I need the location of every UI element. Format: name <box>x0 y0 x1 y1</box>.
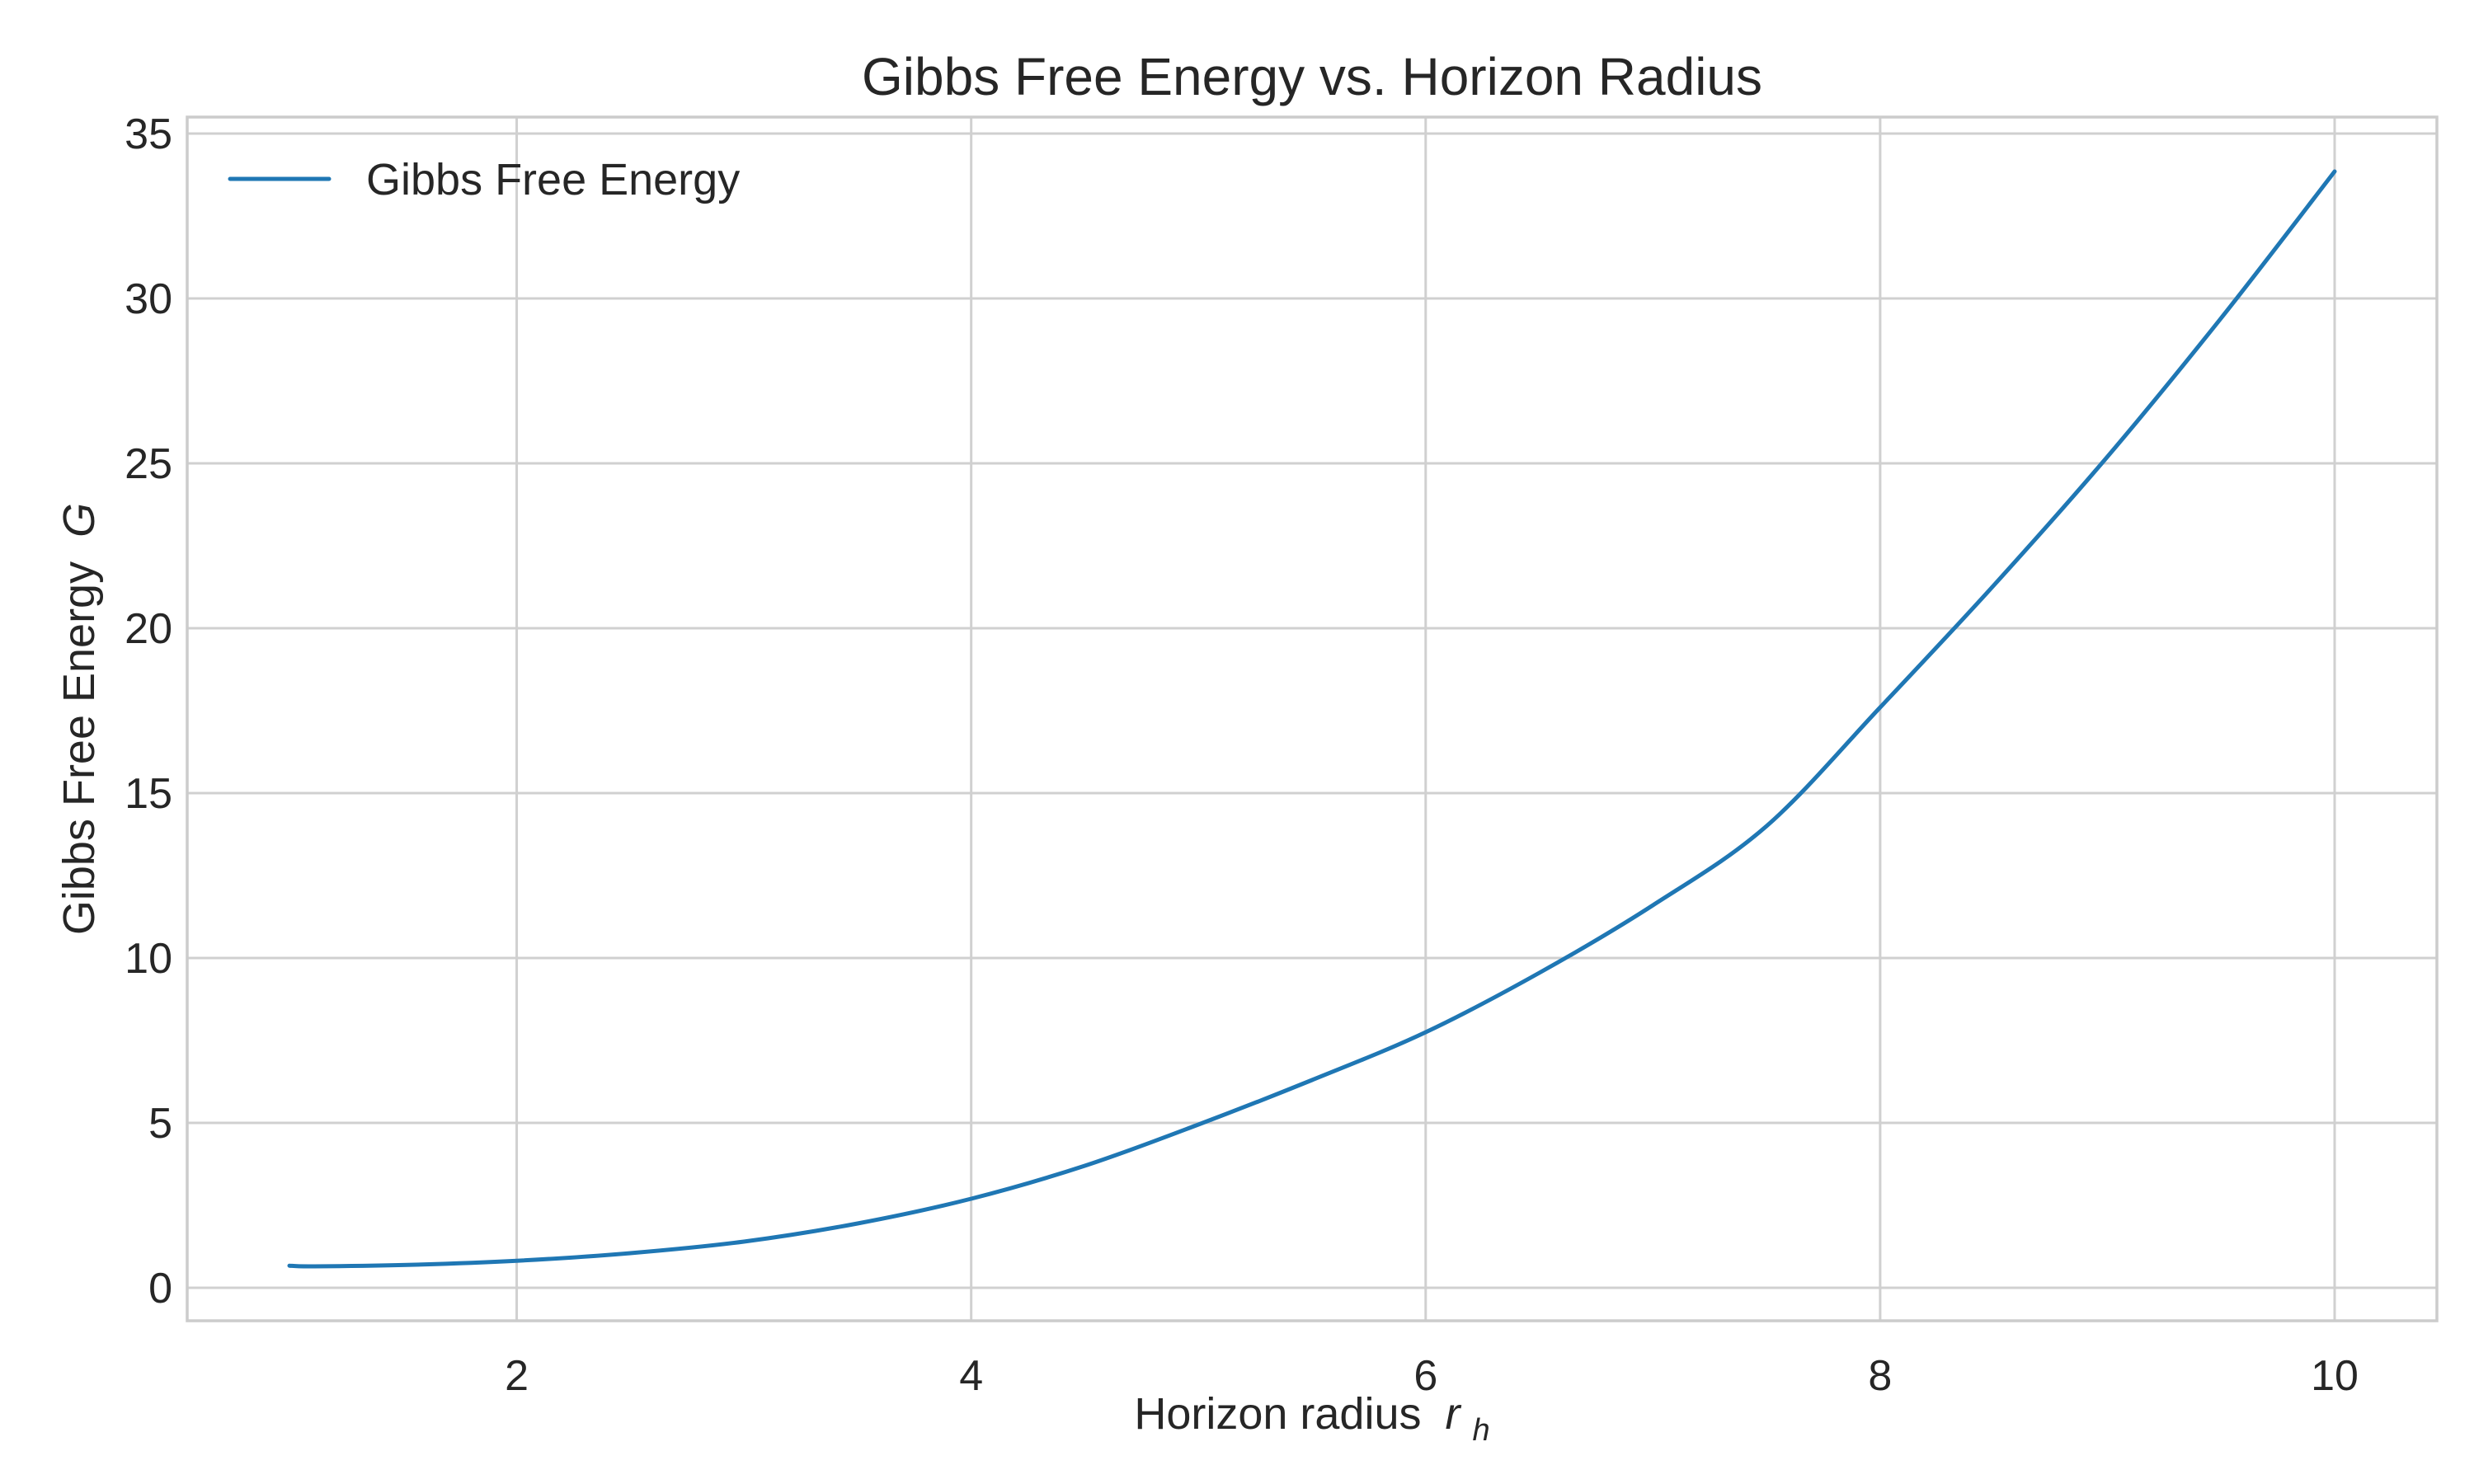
series-layer <box>287 169 2337 1269</box>
y-tick-label-3: 15 <box>125 770 172 818</box>
y-tick-label-7: 35 <box>125 110 172 158</box>
x-axis-label-variable: r <box>1446 1389 1462 1439</box>
y-tick-label-0: 0 <box>148 1265 172 1313</box>
x-axis-label: Horizon radius r h <box>1134 1389 1489 1448</box>
x-tick-label-0: 2 <box>505 1352 529 1400</box>
legend-label: Gibbs Free Energy <box>366 155 740 204</box>
x-tick-label-1: 4 <box>959 1352 983 1400</box>
x-tick-labels: 2 4 6 8 10 <box>505 1352 2359 1400</box>
y-tick-labels: 0 5 10 15 20 25 30 35 <box>125 110 172 1313</box>
chart-title: Gibbs Free Energy vs. Horizon Radius <box>862 47 1762 106</box>
y-tick-label-1: 5 <box>148 1100 172 1148</box>
x-tick-label-4: 10 <box>2311 1352 2359 1400</box>
x-tick-label-2: 6 <box>1413 1352 1437 1400</box>
y-tick-label-2: 10 <box>125 935 172 983</box>
x-axis-label-text: Horizon radius <box>1134 1389 1421 1439</box>
grid-lines <box>187 117 2437 1321</box>
y-axis-label-variable: G <box>54 503 104 538</box>
y-axis-label-text: Gibbs Free Energy <box>54 561 104 935</box>
series-line-0 <box>287 169 2337 1269</box>
y-tick-label-4: 20 <box>125 605 172 653</box>
x-tick-label-3: 8 <box>1868 1352 1892 1400</box>
plot-frame <box>186 115 2439 1322</box>
x-axis-label-subscript: h <box>1473 1413 1490 1448</box>
legend: Gibbs Free Energy <box>228 155 740 204</box>
y-tick-label-6: 30 <box>125 275 172 323</box>
y-tick-label-5: 25 <box>125 440 172 488</box>
y-axis-label: Gibbs Free Energy G <box>54 503 104 935</box>
